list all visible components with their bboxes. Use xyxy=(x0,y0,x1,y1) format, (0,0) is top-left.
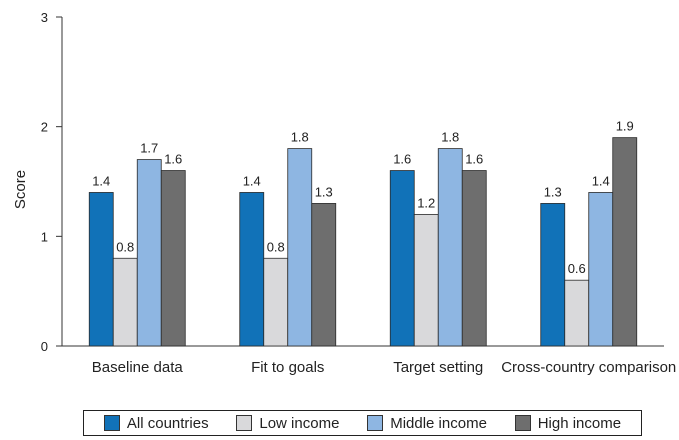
y-tick-label: 3 xyxy=(41,10,48,25)
data-label: 0.8 xyxy=(267,239,285,254)
bar xyxy=(612,137,638,347)
bar xyxy=(413,213,439,347)
legend-label: Middle income xyxy=(390,414,487,432)
legend-item: Low income xyxy=(236,415,339,432)
data-label: 0.6 xyxy=(568,261,586,276)
legend-swatch xyxy=(367,415,384,431)
legend: All countries Low income Middle income High… xyxy=(83,410,642,436)
bar xyxy=(287,148,313,347)
y-axis-label: Score xyxy=(12,170,29,209)
bar xyxy=(88,192,114,347)
data-label: 1.9 xyxy=(616,119,634,134)
data-labels: 1.4 0.8 1.7 1.6 1.4 0.8 1.8 1.3 1.6 1.2 1.8 1.6 1.3 0… xyxy=(92,119,634,277)
bar xyxy=(540,203,566,347)
bar xyxy=(160,170,186,347)
axes: 0 1 2 3 Score Baseline data Fit to goals Target… xyxy=(12,10,676,376)
category-label: Fit to goals xyxy=(251,359,324,376)
bar xyxy=(311,203,337,347)
legend-swatch xyxy=(514,415,531,431)
legend-item: High income xyxy=(514,414,622,432)
bars xyxy=(88,137,638,347)
y-tick-label: 0 xyxy=(41,339,48,354)
bar xyxy=(564,279,590,347)
data-label: 1.3 xyxy=(544,184,562,199)
data-label: 1.4 xyxy=(243,173,261,188)
data-label: 1.8 xyxy=(291,130,309,145)
data-label: 1.7 xyxy=(140,141,158,156)
legend-item: Middle income xyxy=(367,415,487,432)
legend-swatch xyxy=(103,415,120,431)
legend-label: Low income xyxy=(259,414,340,432)
y-tick-label: 1 xyxy=(41,229,48,244)
legend-label: High income xyxy=(537,414,622,432)
data-label: 1.4 xyxy=(92,173,110,188)
bar xyxy=(389,170,415,347)
data-label: 1.3 xyxy=(315,184,333,199)
category-label: Baseline data xyxy=(92,359,184,376)
bar xyxy=(263,257,289,347)
category-label: Target setting xyxy=(393,359,483,376)
bar xyxy=(461,170,487,347)
bar xyxy=(437,148,463,347)
bar xyxy=(588,192,614,347)
legend-label: All countries xyxy=(126,414,209,432)
data-label: 1.6 xyxy=(393,152,411,167)
data-label: 1.6 xyxy=(164,152,182,167)
bar xyxy=(112,257,138,347)
bar xyxy=(136,159,162,347)
data-label: 0.8 xyxy=(116,239,134,254)
y-tick-label: 2 xyxy=(41,120,48,135)
legend-item: All countries xyxy=(103,414,209,432)
data-label: 1.6 xyxy=(465,152,483,167)
legend-swatch xyxy=(236,415,253,431)
category-label: Cross-country comparison xyxy=(501,359,676,376)
bar xyxy=(239,192,265,347)
data-label: 1.4 xyxy=(592,173,610,188)
data-label: 1.2 xyxy=(417,195,435,210)
data-label: 1.8 xyxy=(441,130,459,145)
